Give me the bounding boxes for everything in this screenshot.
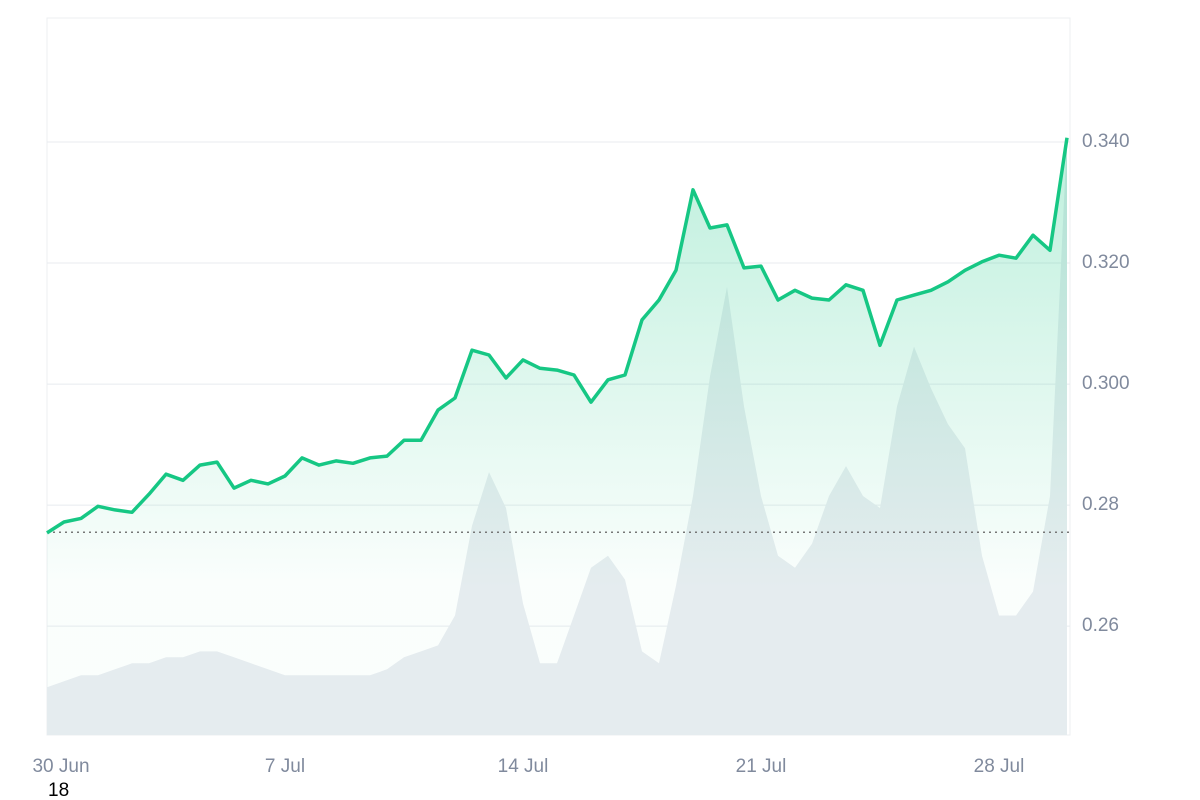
x-tick-label: 21 Jul [736, 756, 787, 777]
y-tick-label: 0.340 [1082, 131, 1130, 152]
x-tick-label: 28 Jul [974, 756, 1025, 777]
y-tick-label: 0.28 [1082, 494, 1119, 515]
y-tick-label: 0.26 [1082, 615, 1119, 636]
y-tick-label: 0.320 [1082, 252, 1130, 273]
price-area [47, 137, 1067, 736]
x-tick-label: 7 Jul [265, 756, 305, 777]
price-line [46, 137, 1069, 535]
annotation: 18 [48, 780, 69, 800]
x-tick-label: 14 Jul [498, 756, 549, 777]
y-tick-label: 0.300 [1082, 373, 1130, 394]
x-tick-label: 30 Jun [32, 756, 89, 777]
